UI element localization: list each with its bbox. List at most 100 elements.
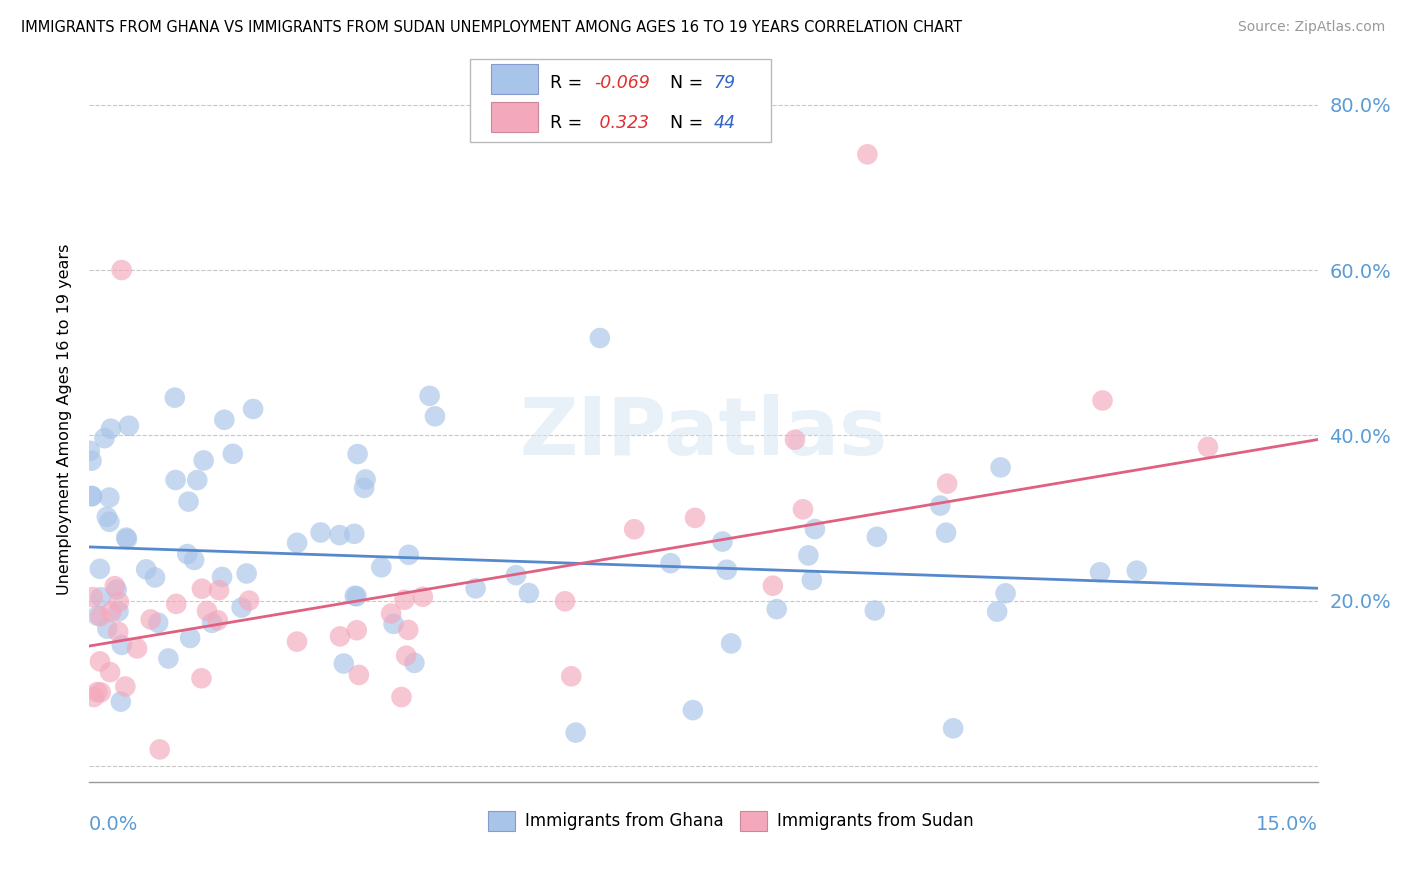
Point: [419, 389, 441, 403]
Point: [165, 473, 187, 487]
Point: [80, 489, 103, 503]
Text: R =: R =: [550, 74, 588, 92]
Point: [96, 622, 118, 636]
Point: [98, 515, 121, 529]
Point: [90, 685, 112, 699]
Point: [343, 589, 366, 603]
Point: [100, 422, 122, 436]
FancyBboxPatch shape: [491, 63, 537, 95]
Point: [183, 553, 205, 567]
Point: [370, 560, 392, 574]
Point: [201, 615, 224, 630]
Text: Immigrants from Ghana: Immigrants from Ghana: [526, 812, 724, 830]
Text: 79: 79: [713, 74, 735, 92]
Point: [207, 613, 229, 627]
Point: [104, 579, 127, 593]
Point: [82, 590, 104, 604]
Point: [191, 582, 214, 596]
Point: [90, 591, 112, 605]
Point: [80, 489, 103, 503]
Point: [382, 616, 405, 631]
Point: [143, 570, 166, 584]
Point: [347, 668, 370, 682]
FancyBboxPatch shape: [488, 811, 516, 831]
Point: [231, 600, 253, 615]
Point: [762, 579, 785, 593]
Point: [990, 460, 1012, 475]
Point: [804, 522, 827, 536]
Text: 44: 44: [713, 114, 735, 132]
Point: [346, 447, 368, 461]
Point: [93, 431, 115, 445]
Point: [238, 593, 260, 607]
Y-axis label: Unemployment Among Ages 16 to 19 years: Unemployment Among Ages 16 to 19 years: [58, 244, 72, 594]
Point: [242, 401, 264, 416]
Text: ZIPatlas: ZIPatlas: [519, 394, 887, 473]
Text: Source: ZipAtlas.com: Source: ZipAtlas.com: [1237, 20, 1385, 34]
Point: [863, 603, 886, 617]
Point: [929, 499, 952, 513]
Point: [1088, 566, 1111, 580]
Point: [89, 654, 111, 668]
Point: [96, 509, 118, 524]
Point: [517, 586, 540, 600]
Point: [343, 526, 366, 541]
Point: [396, 623, 419, 637]
Point: [505, 568, 527, 582]
Point: [163, 391, 186, 405]
Point: [208, 583, 231, 598]
Point: [115, 531, 138, 545]
Point: [108, 595, 131, 609]
Text: 0.323: 0.323: [595, 114, 650, 132]
Point: [157, 651, 180, 665]
Point: [856, 147, 879, 161]
Point: [139, 612, 162, 626]
Point: [285, 634, 308, 648]
Point: [333, 657, 356, 671]
Point: [115, 532, 138, 546]
Point: [935, 525, 957, 540]
Point: [464, 582, 486, 596]
Point: [146, 615, 169, 630]
Point: [125, 641, 148, 656]
Point: [682, 703, 704, 717]
Point: [89, 562, 111, 576]
Point: [165, 597, 187, 611]
Point: [107, 624, 129, 639]
Point: [211, 570, 233, 584]
Point: [222, 447, 245, 461]
Point: [176, 547, 198, 561]
Text: N =: N =: [671, 74, 709, 92]
Point: [86, 608, 108, 623]
Point: [554, 594, 576, 608]
Point: [765, 602, 787, 616]
Point: [398, 548, 420, 562]
Point: [560, 669, 582, 683]
Point: [98, 491, 121, 505]
Point: [110, 695, 132, 709]
Point: [309, 525, 332, 540]
Point: [285, 536, 308, 550]
Point: [711, 534, 734, 549]
Point: [623, 522, 645, 536]
Point: [683, 511, 706, 525]
Point: [214, 413, 236, 427]
Point: [135, 562, 157, 576]
Point: [1125, 564, 1147, 578]
Point: [83, 690, 105, 704]
Point: [111, 263, 134, 277]
Point: [1197, 440, 1219, 454]
Point: [190, 671, 212, 685]
Text: R =: R =: [550, 114, 588, 132]
Point: [412, 590, 434, 604]
Point: [177, 494, 200, 508]
Point: [79, 443, 101, 458]
Point: [346, 589, 368, 603]
Point: [98, 665, 121, 679]
Point: [394, 592, 416, 607]
Point: [423, 409, 446, 424]
Point: [564, 725, 586, 739]
Text: Immigrants from Sudan: Immigrants from Sudan: [778, 812, 974, 830]
Text: IMMIGRANTS FROM GHANA VS IMMIGRANTS FROM SUDAN UNEMPLOYMENT AMONG AGES 16 TO 19 : IMMIGRANTS FROM GHANA VS IMMIGRANTS FROM…: [21, 20, 962, 35]
Point: [329, 629, 352, 643]
